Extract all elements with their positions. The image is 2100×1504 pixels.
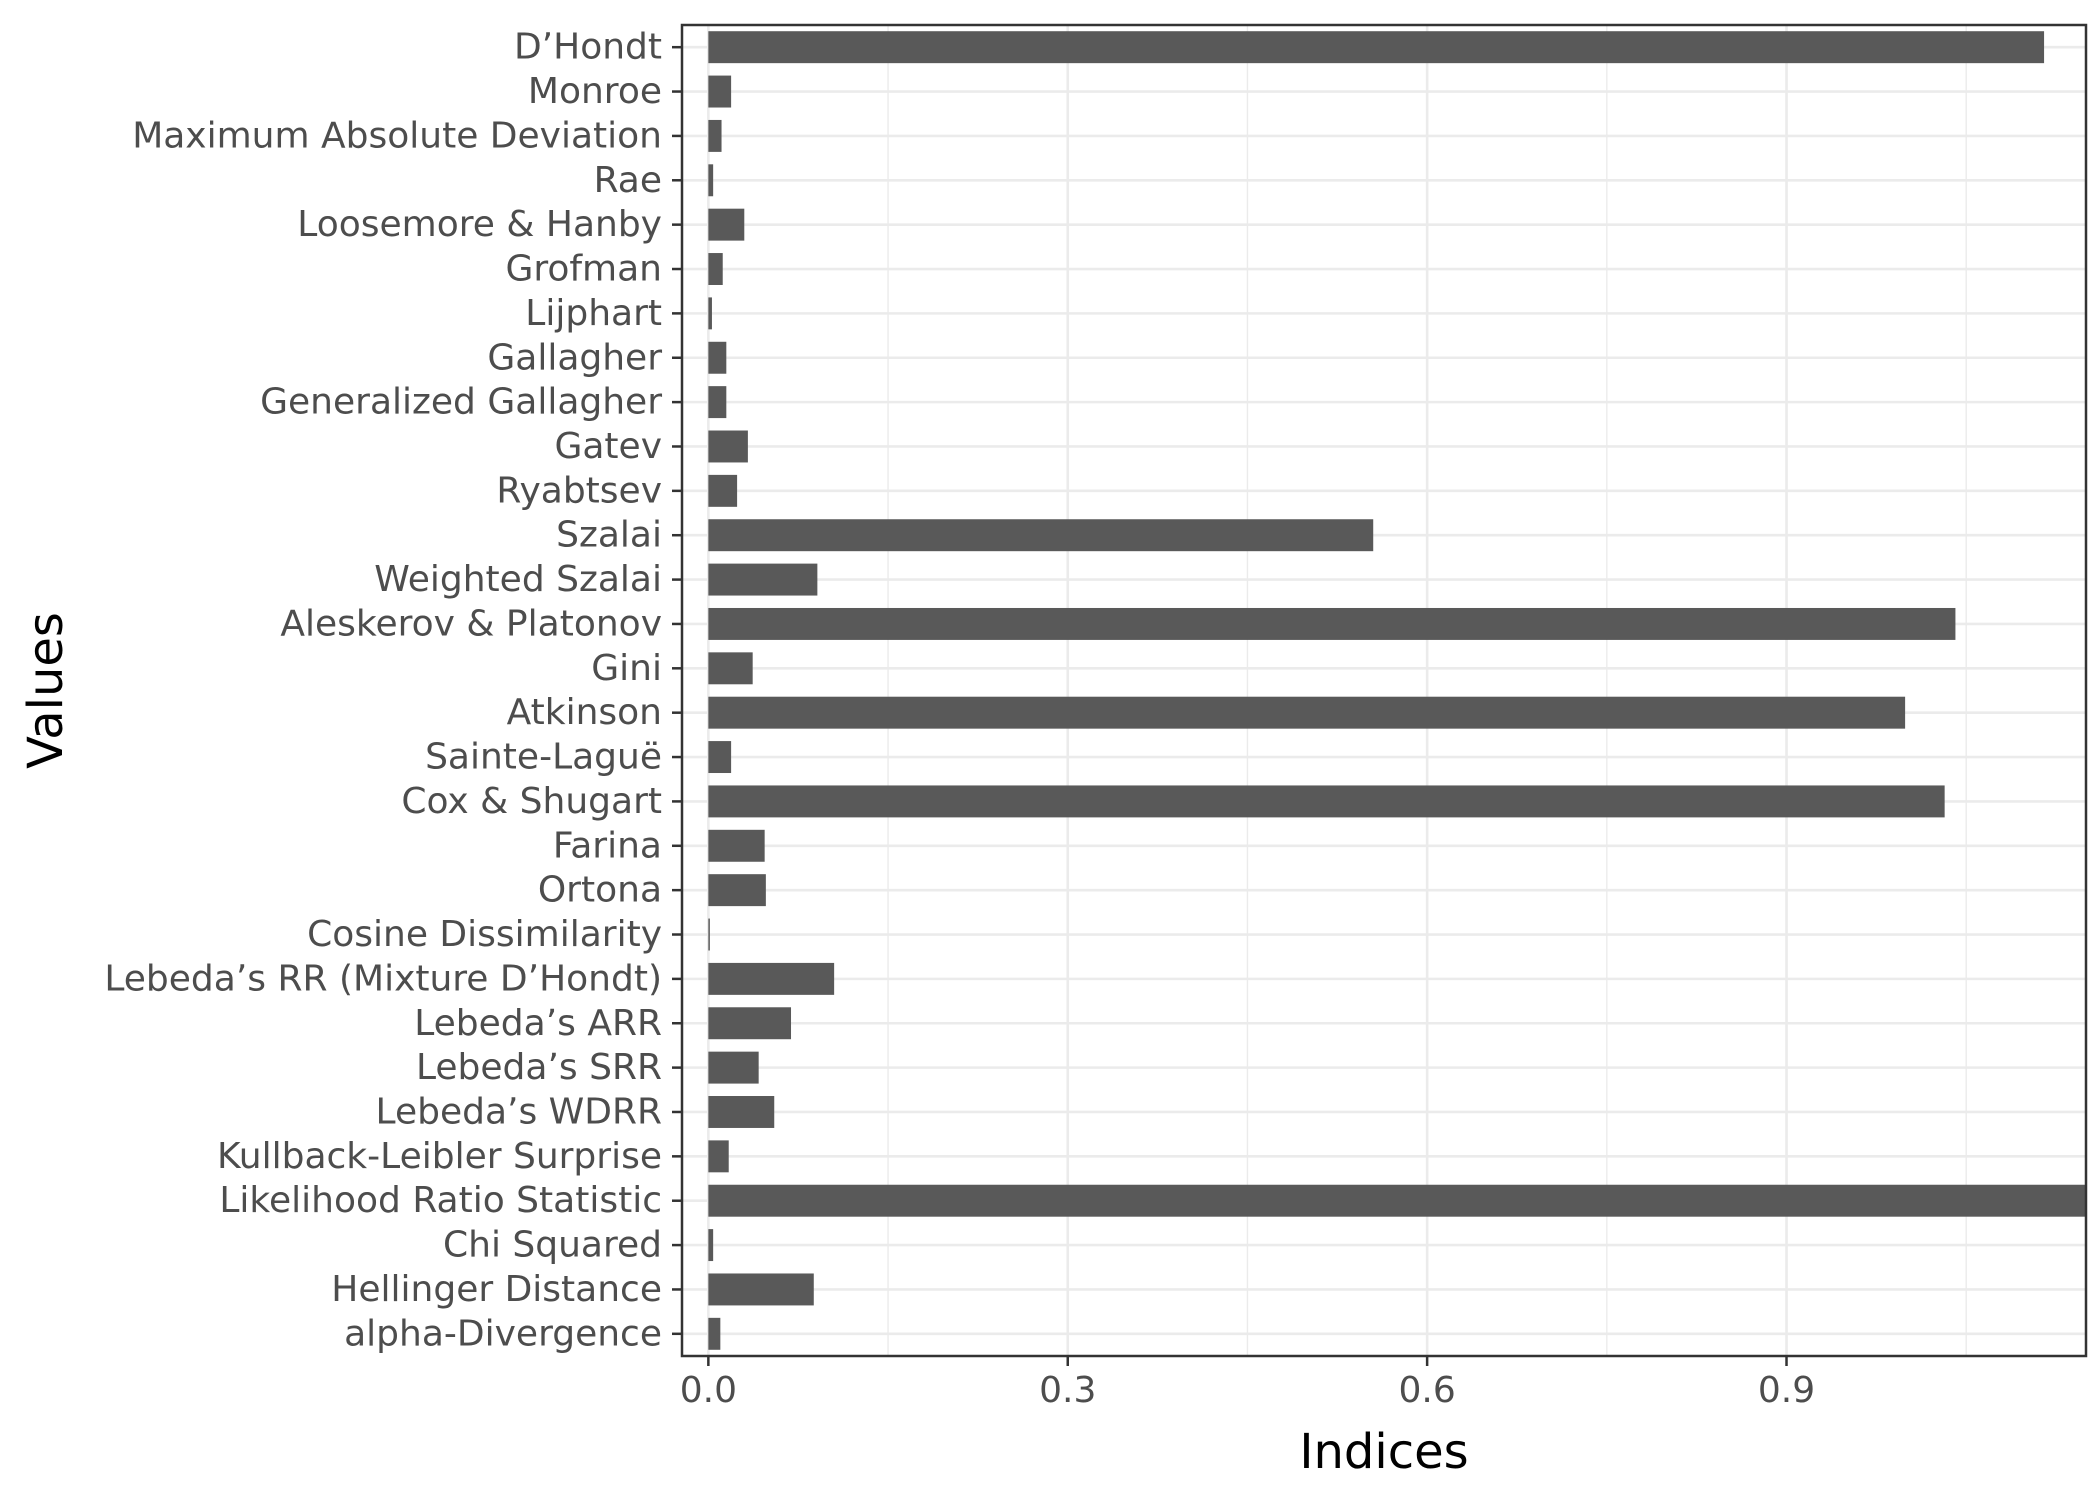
bar [708, 474, 738, 507]
bar [708, 164, 714, 197]
bar [708, 918, 710, 951]
x-tick-label: 0.0 [680, 1370, 737, 1411]
bar [708, 1007, 792, 1040]
x-tick-label: 0.6 [1398, 1370, 1455, 1411]
y-axis-title: Values [18, 612, 74, 769]
y-tick-label: Loosemore & Hanby [297, 204, 662, 245]
y-tick-label: Hellinger Distance [331, 1269, 662, 1310]
y-tick-label: Chi Squared [443, 1225, 662, 1266]
bar [708, 563, 818, 596]
bar [708, 519, 1374, 552]
bar [708, 119, 722, 152]
bar [708, 75, 732, 108]
y-tick-label: Ryabtsev [496, 470, 662, 511]
bar [708, 1229, 714, 1262]
y-tick-label: Lebeda’s RR (Mixture D’Hondt) [104, 958, 662, 999]
y-tick-label: Ortona [538, 870, 662, 911]
bar [708, 1273, 814, 1306]
y-tick-label: Szalai [556, 515, 662, 556]
y-tick-label: Gatev [554, 426, 662, 467]
y-tick-label: Lebeda’s ARR [414, 1003, 662, 1044]
bar [708, 31, 2045, 64]
y-tick-label: Sainte-Laguë [425, 737, 662, 778]
y-tick-label: alpha-Divergence [344, 1313, 662, 1354]
bar [708, 253, 723, 285]
y-tick-label: Rae [594, 160, 662, 201]
bar [708, 1140, 729, 1173]
y-tick-label: Cox & Shugart [401, 781, 662, 822]
grid [682, 25, 2086, 1356]
y-tick-label: Lijphart [525, 293, 662, 334]
x-tick-label: 0.3 [1039, 1370, 1096, 1411]
bar [708, 652, 753, 685]
bar [708, 696, 1906, 729]
bar [708, 741, 732, 774]
bar [708, 1096, 775, 1128]
y-tick-label: Weighted Szalai [374, 559, 662, 600]
y-tick-label: Grofman [505, 249, 662, 290]
bar [708, 386, 727, 419]
y-tick-label: Likelihood Ratio Statistic [219, 1180, 662, 1221]
y-tick-label: Kullback-Leibler Surprise [217, 1136, 662, 1177]
y-tick-label: Lebeda’s WDRR [376, 1091, 662, 1132]
y-tick-label: Gallagher [487, 337, 662, 378]
y-tick-label: Lebeda’s SRR [416, 1047, 662, 1088]
y-tick-label: Farina [553, 825, 662, 866]
bar [708, 874, 766, 907]
y-tick-label: D’Hondt [514, 27, 662, 68]
y-tick-label: Cosine Dissimilarity [307, 914, 662, 955]
y-tick-label: Aleskerov & Platonov [280, 603, 662, 644]
y-tick-label: Generalized Gallagher [260, 382, 662, 423]
bar [708, 829, 765, 862]
bar [708, 1051, 759, 1084]
y-tick-label: Gini [591, 648, 662, 689]
bar [708, 1317, 721, 1350]
y-tick-label: Maximum Absolute Deviation [132, 115, 662, 156]
bars [708, 31, 2086, 1350]
x-axis-title: Indices [1299, 1424, 1468, 1480]
bar [708, 607, 1956, 640]
bar [708, 208, 745, 241]
panel-border [680, 23, 2088, 1358]
bar [708, 785, 1945, 818]
y-tick-label: Atkinson [507, 692, 662, 733]
y-tick-label: Monroe [528, 71, 662, 112]
bar [708, 430, 748, 463]
x-tick-label: 0.9 [1758, 1370, 1815, 1411]
bar [708, 1184, 2086, 1217]
bar [708, 341, 727, 374]
bar [708, 297, 712, 330]
bar [708, 962, 835, 995]
